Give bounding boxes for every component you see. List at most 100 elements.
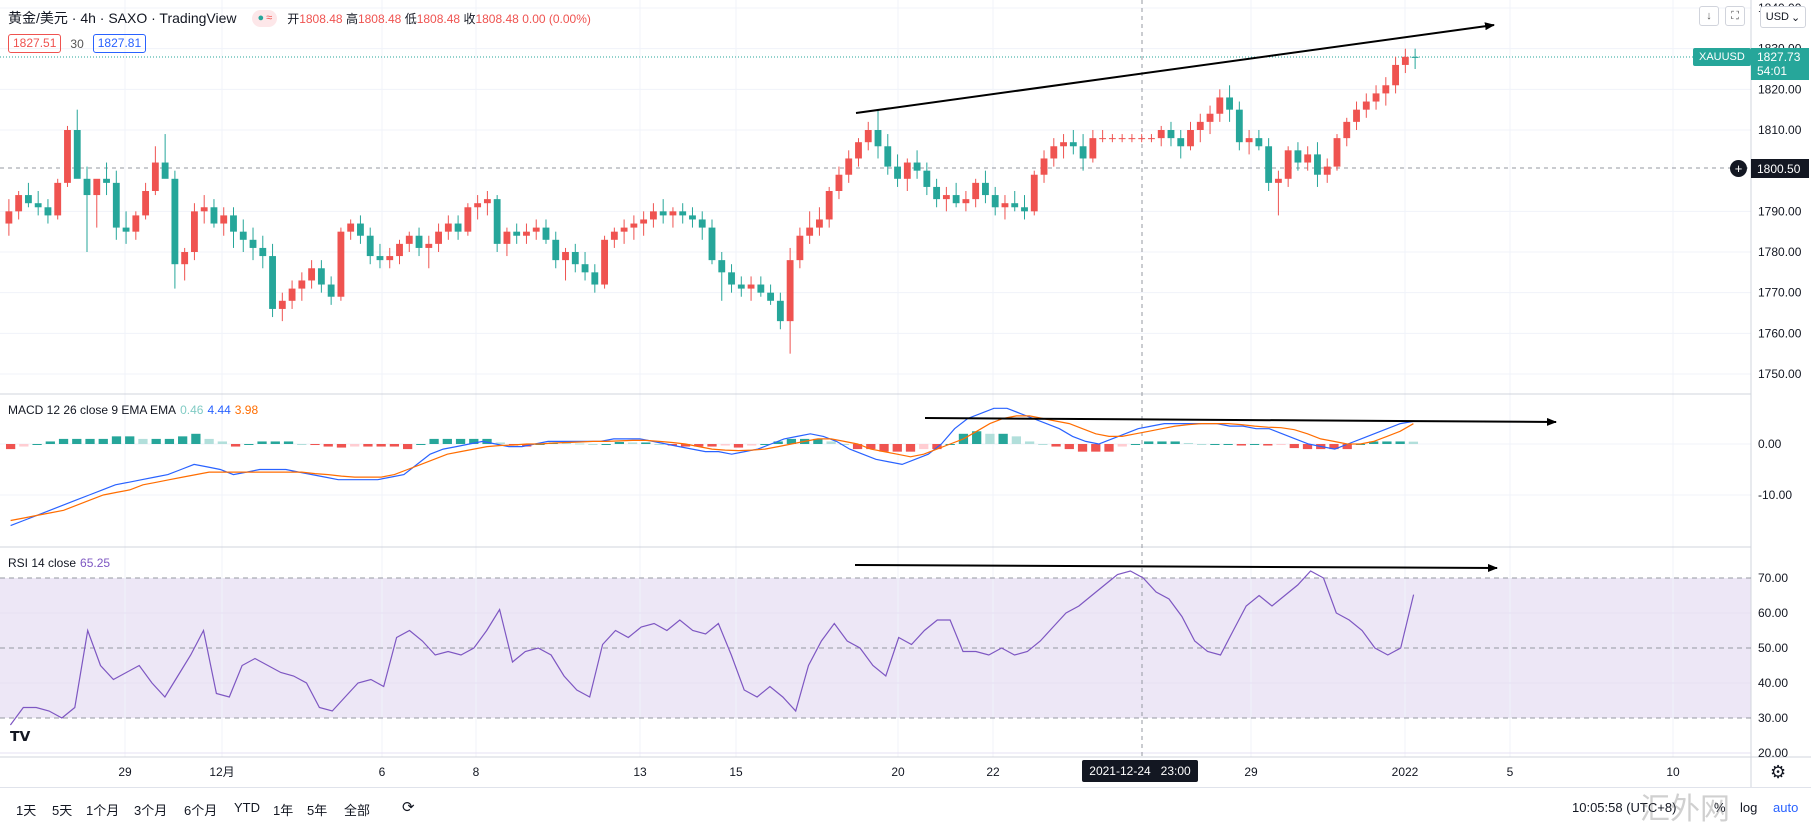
candle-body — [132, 215, 140, 232]
macd-histogram-bar — [164, 438, 175, 444]
time-axis-tick: 20 — [891, 765, 905, 779]
macd-histogram-bar — [310, 444, 320, 446]
time-axis-tick: 13 — [633, 765, 647, 779]
candle-body — [786, 260, 794, 322]
macd-signal-value: 3.98 — [234, 403, 259, 417]
macd-histogram-bar — [297, 444, 307, 445]
macd-histogram-bar — [350, 444, 360, 447]
macd-histogram-bar — [125, 436, 135, 444]
price-trendline-arrow[interactable] — [855, 22, 1495, 114]
candle-body — [659, 211, 667, 216]
candle-body — [220, 215, 228, 224]
macd-histogram-bar — [1210, 444, 1220, 445]
range-button-0[interactable]: 1天 — [16, 803, 37, 818]
candle-body — [1187, 130, 1194, 147]
bid-button[interactable]: 1827.51 — [8, 34, 62, 53]
candle-body — [630, 223, 638, 228]
percent-toggle[interactable]: % — [1714, 800, 1726, 815]
macd-histogram-bar — [932, 444, 942, 450]
macd-histogram-bar — [694, 444, 704, 447]
bottom-toolbar: 1天 5天 1个月 3个月 6个月 YTD 1年 5年 全部 ⟳ 10:05:58 (UTC+8… — [0, 787, 1811, 834]
time-axis-tick: 29 — [1244, 765, 1258, 779]
range-button-6[interactable]: 1年 — [273, 803, 294, 818]
macd-histogram-bar — [1382, 441, 1392, 444]
macd-histogram-bar — [892, 444, 902, 452]
macd-histogram-bar — [1104, 444, 1114, 452]
settings-gear-icon[interactable]: ⚙ — [1770, 762, 1787, 782]
price-axis-tick: 1820.00 — [1758, 82, 1802, 96]
candle-body — [171, 178, 179, 265]
candle-body — [425, 243, 433, 248]
macd-histogram-bar — [1144, 441, 1154, 444]
candle-body — [796, 235, 804, 261]
candle-body — [923, 170, 931, 187]
time-axis-tick: 10 — [1666, 765, 1680, 779]
macd-histogram-bar — [561, 442, 572, 444]
spread-value: 30 — [70, 36, 84, 51]
time-axis-tick: 8 — [473, 765, 480, 779]
range-button-8[interactable]: 全部 — [344, 803, 371, 818]
macd-trendline-arrow[interactable] — [924, 417, 1557, 426]
candle-body — [269, 256, 276, 309]
macd-histogram-bar — [839, 444, 849, 445]
macd-histogram-bar — [1408, 441, 1419, 444]
crosshair-price-tag: 1800.50 — [1751, 159, 1809, 178]
range-button-3[interactable]: 3个月 — [134, 803, 168, 818]
candle-body — [93, 178, 101, 196]
market-status[interactable]: ● ≈ — [252, 9, 278, 27]
candle-body — [1196, 121, 1204, 130]
candle-body — [1333, 138, 1341, 167]
date-range-icon[interactable]: ⟳ — [402, 799, 415, 816]
log-toggle[interactable]: log — [1740, 800, 1758, 815]
candle-body — [1294, 150, 1302, 163]
macd-line-value: 4.44 — [207, 403, 231, 417]
candle-body — [972, 182, 980, 200]
auto-toggle[interactable]: auto — [1773, 800, 1799, 815]
ask-button[interactable]: 1827.81 — [92, 34, 147, 53]
candle-body — [454, 223, 462, 232]
macd-histogram-bar — [1157, 441, 1167, 444]
candle-body — [327, 284, 335, 297]
clock[interactable]: 10:05:58 (UTC+8) — [1572, 800, 1677, 815]
rsi-trendline-arrow[interactable] — [854, 563, 1498, 572]
range-button-1[interactable]: 5天 — [52, 803, 73, 818]
price-axis-tick: 1770.00 — [1758, 286, 1802, 300]
currency-select[interactable]: USD ⌄ — [1760, 6, 1806, 28]
rsi-axis-tick: 40.00 — [1758, 676, 1788, 690]
candle-body — [1099, 138, 1107, 140]
tradingview-logo[interactable]: 𝗧𝗩 — [10, 728, 31, 744]
candlestick-series[interactable] — [5, 48, 1419, 354]
candle-body — [1157, 130, 1165, 139]
add-alert-icon[interactable]: + — [1730, 160, 1747, 177]
candle-body — [1274, 178, 1282, 183]
candle-body — [718, 260, 726, 273]
candle-body — [1372, 93, 1380, 102]
symbol-legend: 黄金/美元 · 4h · SAXO · TradingView ● ≈ 开1808… — [8, 8, 591, 28]
candle-body — [122, 227, 130, 232]
bid-ask-row: 1827.51 30 1827.81 — [8, 34, 147, 53]
macd-histogram-bar — [442, 438, 452, 444]
macd-histogram-bar — [627, 442, 638, 444]
macd-histogram-bar — [905, 444, 916, 452]
range-button-7[interactable]: 5年 — [307, 803, 328, 818]
macd-histogram-bar — [1064, 444, 1074, 450]
download-icon[interactable]: ↓ — [1699, 6, 1719, 26]
candle-body — [1362, 101, 1370, 110]
candle-body — [1206, 113, 1214, 122]
range-button-2[interactable]: 1个月 — [86, 803, 120, 818]
candle-body — [103, 178, 110, 183]
range-button-5[interactable]: YTD — [234, 800, 260, 815]
macd-histogram-bar — [1183, 442, 1194, 444]
macd-histogram-bar — [601, 444, 611, 445]
macd-histogram-bar — [416, 444, 426, 445]
candle-body — [161, 162, 169, 179]
candle-body — [903, 162, 911, 179]
candle-body — [288, 288, 296, 301]
range-button-4[interactable]: 6个月 — [184, 803, 218, 818]
price-axis-tick: 1760.00 — [1758, 326, 1802, 340]
macd-axis-tick: 0.00 — [1758, 437, 1782, 451]
candle-body — [415, 235, 423, 248]
candle-body — [1030, 174, 1038, 212]
fullscreen-icon[interactable]: ⛶ — [1725, 6, 1745, 26]
